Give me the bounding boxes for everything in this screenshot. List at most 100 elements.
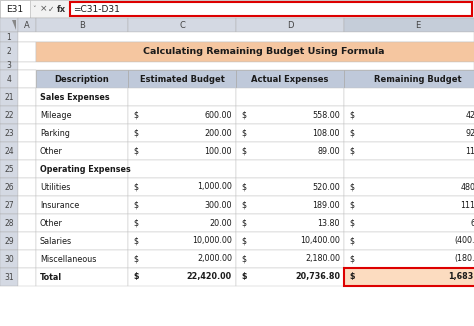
Bar xyxy=(128,106,236,124)
Bar xyxy=(70,2,472,16)
Text: $: $ xyxy=(350,146,357,156)
Bar xyxy=(18,232,36,250)
Bar xyxy=(0,196,18,214)
Text: Salaries: Salaries xyxy=(40,236,72,245)
Bar xyxy=(18,124,36,142)
Text: $: $ xyxy=(242,128,249,138)
Text: E31: E31 xyxy=(7,5,24,13)
Bar xyxy=(36,42,474,62)
Bar xyxy=(36,88,128,106)
Text: Remaining Budget: Remaining Budget xyxy=(374,75,462,83)
Text: 22,420.00: 22,420.00 xyxy=(187,273,232,281)
Text: 20.00: 20.00 xyxy=(210,218,232,228)
Bar xyxy=(0,62,18,70)
Bar xyxy=(128,160,236,178)
Text: $: $ xyxy=(242,111,249,120)
Text: 558.00: 558.00 xyxy=(312,111,340,120)
Text: $: $ xyxy=(350,183,357,191)
Text: 11.00: 11.00 xyxy=(465,146,474,156)
Text: 42.00: 42.00 xyxy=(465,111,474,120)
Bar xyxy=(344,268,474,286)
Bar xyxy=(0,0,30,18)
Bar xyxy=(0,142,18,160)
Bar xyxy=(0,18,18,32)
Text: 13.80: 13.80 xyxy=(318,218,340,228)
Text: $: $ xyxy=(134,183,142,191)
Text: 3: 3 xyxy=(7,62,11,70)
Bar xyxy=(128,250,236,268)
Text: 600.00: 600.00 xyxy=(204,111,232,120)
Text: A: A xyxy=(24,21,30,29)
Bar xyxy=(18,32,474,42)
Text: Other: Other xyxy=(40,146,63,156)
Bar xyxy=(236,106,344,124)
Text: C: C xyxy=(179,21,185,29)
Bar xyxy=(344,106,474,124)
Bar xyxy=(36,268,128,286)
Text: 520.00: 520.00 xyxy=(312,183,340,191)
Bar xyxy=(36,178,128,196)
Text: Calculating Remaining Budget Using Formula: Calculating Remaining Budget Using Formu… xyxy=(143,48,385,56)
Bar xyxy=(236,214,344,232)
Text: $: $ xyxy=(242,146,249,156)
Bar xyxy=(18,62,474,70)
Text: Other: Other xyxy=(40,218,63,228)
Text: 20,736.80: 20,736.80 xyxy=(295,273,340,281)
Text: $: $ xyxy=(350,200,357,210)
Text: $: $ xyxy=(242,218,249,228)
Text: $: $ xyxy=(242,255,249,263)
Bar xyxy=(128,88,236,106)
Text: 200.00: 200.00 xyxy=(204,128,232,138)
Bar xyxy=(0,160,18,178)
Bar xyxy=(0,124,18,142)
Text: B: B xyxy=(79,21,85,29)
Bar xyxy=(18,42,36,62)
Text: Actual Expenses: Actual Expenses xyxy=(251,75,328,83)
Text: 1: 1 xyxy=(7,33,11,41)
Bar xyxy=(128,232,236,250)
Text: 23: 23 xyxy=(4,128,14,138)
Bar xyxy=(36,232,128,250)
Bar xyxy=(344,178,474,196)
Text: $: $ xyxy=(134,255,142,263)
Text: $: $ xyxy=(134,146,142,156)
Text: 111.00: 111.00 xyxy=(461,200,474,210)
Bar xyxy=(36,142,128,160)
Bar xyxy=(344,88,474,106)
Bar xyxy=(344,70,474,88)
Text: 1,000.00: 1,000.00 xyxy=(197,183,232,191)
Bar xyxy=(0,178,18,196)
Text: $: $ xyxy=(350,218,357,228)
Text: 10,000.00: 10,000.00 xyxy=(192,236,232,245)
Text: 28: 28 xyxy=(4,218,14,228)
Text: 480.00: 480.00 xyxy=(461,183,474,191)
Text: ˅: ˅ xyxy=(32,6,36,12)
Text: =C31-D31: =C31-D31 xyxy=(73,5,120,13)
Text: 189.00: 189.00 xyxy=(312,200,340,210)
Bar xyxy=(0,42,18,62)
Bar xyxy=(128,178,236,196)
Text: $: $ xyxy=(242,273,250,281)
Bar xyxy=(18,160,36,178)
Text: $: $ xyxy=(134,200,142,210)
Text: Insurance: Insurance xyxy=(40,200,79,210)
Text: 108.00: 108.00 xyxy=(312,128,340,138)
Bar xyxy=(0,268,18,286)
Bar xyxy=(236,142,344,160)
Text: 22: 22 xyxy=(4,111,14,120)
Bar xyxy=(128,142,236,160)
Text: $: $ xyxy=(134,111,142,120)
Bar xyxy=(18,142,36,160)
Bar xyxy=(128,268,236,286)
Bar xyxy=(36,18,128,32)
Text: (180.00): (180.00) xyxy=(455,255,474,263)
Text: 24: 24 xyxy=(4,146,14,156)
Bar xyxy=(18,18,36,32)
Bar xyxy=(128,70,236,88)
Text: 2,000.00: 2,000.00 xyxy=(197,255,232,263)
Bar xyxy=(236,268,344,286)
Bar xyxy=(0,0,474,18)
Text: $: $ xyxy=(350,111,357,120)
Bar xyxy=(236,70,344,88)
Bar xyxy=(236,160,344,178)
